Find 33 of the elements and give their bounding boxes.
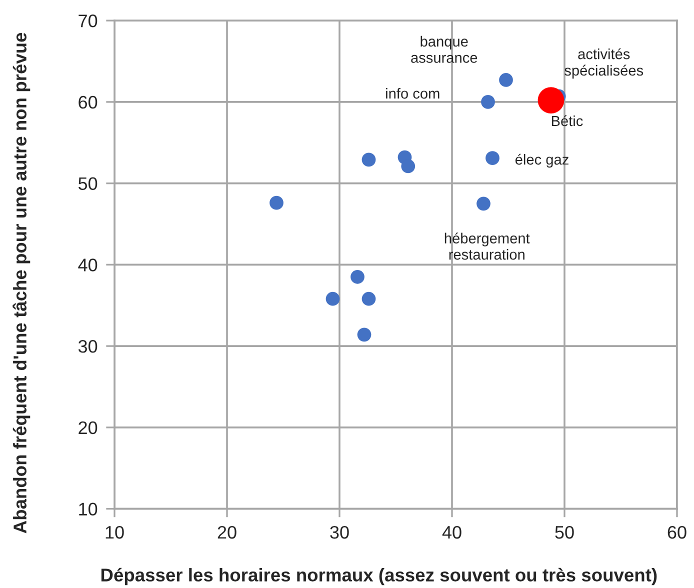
y-tick-label: 40 <box>78 258 98 272</box>
y-tick-label: 30 <box>78 340 98 353</box>
annotation: activités spécialisées <box>564 48 644 79</box>
x-tick-label: 40 <box>442 526 462 539</box>
x-tick-label: 20 <box>218 526 236 539</box>
point <box>362 292 376 306</box>
x-axis-title: Dépasser les horaires normaux (assez souvent ou très souvent) <box>101 568 657 586</box>
point <box>350 270 364 284</box>
point <box>270 196 284 210</box>
y-tick-label: 70 <box>78 14 98 28</box>
point <box>499 73 513 87</box>
x-tick-label: 30 <box>330 526 349 539</box>
point <box>476 196 490 211</box>
annotation: hébergement restauration <box>444 232 530 260</box>
point <box>401 159 416 174</box>
point <box>538 87 564 114</box>
x-tick-label: 60 <box>668 526 686 539</box>
x-tick-label: 10 <box>106 526 124 539</box>
point <box>357 328 372 342</box>
y-tick-label: 20 <box>78 421 98 434</box>
y-axis-title: Abandon fréquent d'une tâche pour une autre non prévue <box>12 32 30 534</box>
point <box>362 152 376 167</box>
point <box>326 292 340 306</box>
y-tick-label: 60 <box>78 96 98 109</box>
annotation: banque assurance <box>411 36 478 63</box>
x-tick-label: 50 <box>555 526 574 539</box>
point <box>481 95 495 109</box>
series-label: Bétic <box>552 115 583 126</box>
y-tick-label: 10 <box>79 502 98 516</box>
y-tick-label: 50 <box>78 177 98 190</box>
point <box>486 151 500 166</box>
annotation: info com <box>386 88 440 99</box>
annotation: élec gaz <box>515 154 568 168</box>
